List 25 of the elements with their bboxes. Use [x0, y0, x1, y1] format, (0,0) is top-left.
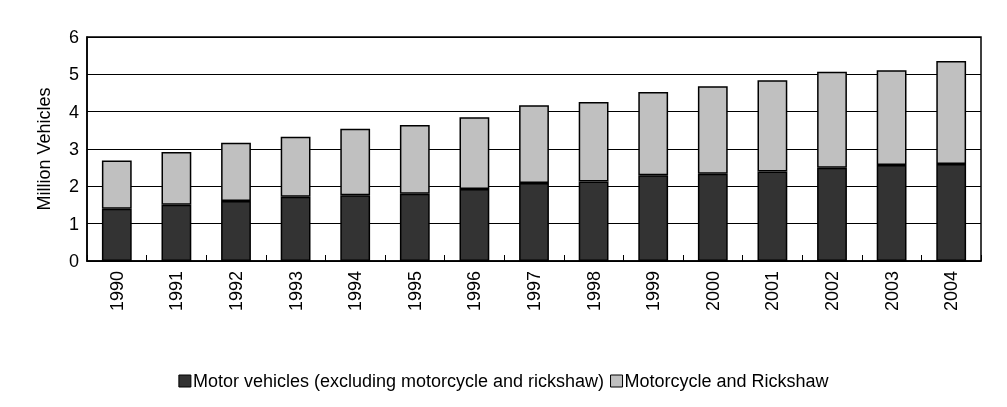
legend-label: Motor vehicles (excluding motorcycle and rickshaw)	[192, 371, 605, 391]
x-tick-label: 1990	[106, 271, 127, 312]
x-tick-label: 2004	[941, 271, 962, 312]
x-tick-label: 2000	[702, 271, 723, 312]
legend-label: Motorcycle and Rickshaw	[624, 371, 830, 391]
y-tick-label: 3	[68, 139, 79, 159]
y-axis-title: Million Vehicles	[34, 87, 54, 211]
x-tick-label: 1993	[285, 271, 306, 312]
y-tick-label: 0	[68, 251, 79, 271]
x-tick-label: 1997	[524, 271, 544, 312]
x-tick-label: 1994	[345, 271, 366, 312]
y-tick-label: 5	[68, 64, 79, 85]
y-tick-label: 2	[68, 176, 79, 197]
x-tick-label: 1991	[166, 271, 187, 312]
x-tick-label: 1992	[226, 271, 246, 312]
y-tick-label: 1	[68, 213, 79, 234]
x-tick-label: 1995	[404, 271, 425, 312]
y-tick-label: 6	[68, 27, 79, 47]
x-tick-label: 1998	[583, 271, 604, 312]
x-tick-label: 2001	[762, 271, 783, 312]
y-tick-label: 4	[68, 101, 79, 122]
x-tick-label: 1999	[643, 271, 664, 312]
x-tick-label: 1996	[464, 271, 485, 312]
x-tick-label: 2002	[822, 271, 842, 312]
x-tick-label: 2003	[881, 271, 902, 312]
